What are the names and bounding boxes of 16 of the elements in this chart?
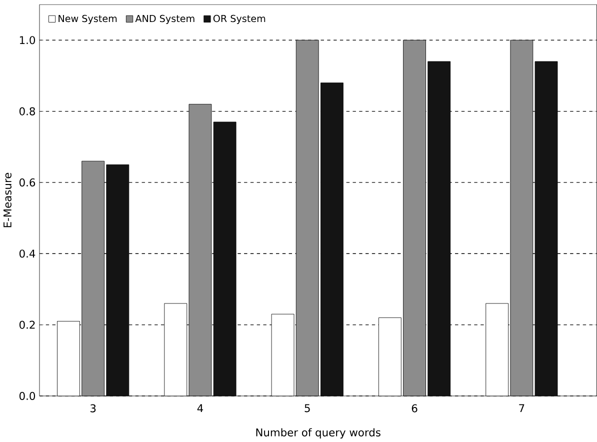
y-tick-label: 0.2 xyxy=(19,320,35,329)
x-tick-label: 3 xyxy=(90,404,96,412)
y-tick-label: 0.8 xyxy=(19,107,35,116)
x-tick-label: 4 xyxy=(197,404,204,412)
y-tick-label: 1.0 xyxy=(20,36,36,44)
x-tick-label: 5 xyxy=(304,404,310,412)
legend-label: New System xyxy=(58,14,117,24)
y-tick-label: 0.6 xyxy=(19,178,36,186)
y-tick-label: 0.4 xyxy=(19,250,36,258)
x-axis-title: Number of query words xyxy=(256,428,380,438)
legend-label: AND System xyxy=(135,14,194,24)
y-tick-label: 0.0 xyxy=(19,392,36,400)
legend-label: OR System xyxy=(213,14,266,24)
x-tick-label: 6 xyxy=(412,404,418,412)
x-tick-label: 7 xyxy=(519,404,524,412)
y-axis-title: E-Measure xyxy=(4,172,12,228)
